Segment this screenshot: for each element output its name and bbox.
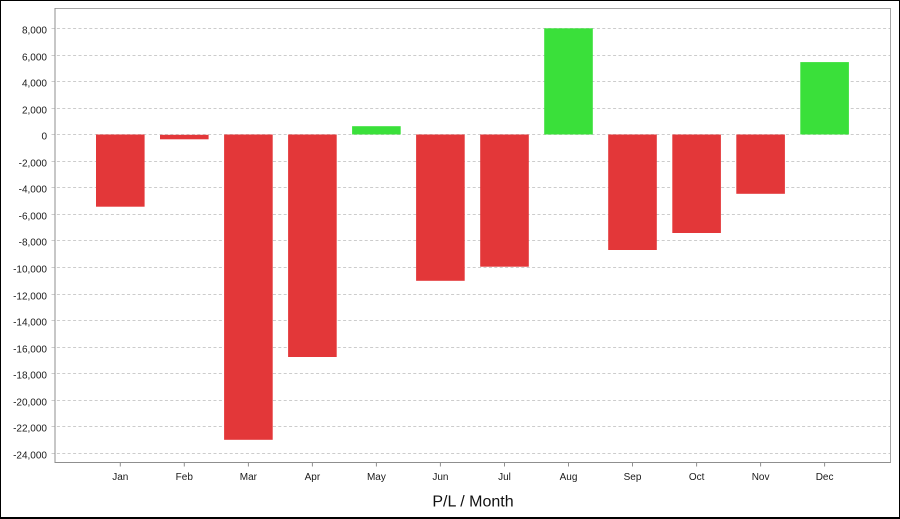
svg-text:Apr: Apr — [305, 472, 321, 483]
svg-text:Jun: Jun — [432, 472, 448, 483]
svg-text:-6,000: -6,000 — [19, 212, 48, 223]
svg-text:6,000: 6,000 — [22, 53, 47, 64]
svg-text:Nov: Nov — [752, 472, 770, 483]
svg-text:-4,000: -4,000 — [19, 185, 48, 196]
svg-text:-12,000: -12,000 — [13, 292, 47, 303]
svg-text:Sep: Sep — [624, 472, 642, 483]
svg-text:-10,000: -10,000 — [13, 265, 47, 276]
svg-text:P/L / Month: P/L / Month — [432, 494, 513, 511]
svg-text:-22,000: -22,000 — [13, 424, 47, 435]
svg-text:May: May — [367, 472, 386, 483]
svg-text:Feb: Feb — [176, 472, 194, 483]
svg-text:Mar: Mar — [240, 472, 258, 483]
svg-text:8,000: 8,000 — [22, 26, 47, 37]
svg-text:0: 0 — [41, 132, 47, 143]
svg-text:-16,000: -16,000 — [13, 345, 47, 356]
svg-text:-24,000: -24,000 — [13, 451, 47, 462]
svg-text:Oct: Oct — [689, 472, 705, 483]
svg-text:Jan: Jan — [112, 472, 128, 483]
svg-text:-18,000: -18,000 — [13, 371, 47, 382]
svg-text:Aug: Aug — [560, 472, 578, 483]
svg-text:Dec: Dec — [816, 472, 834, 483]
svg-text:-2,000: -2,000 — [19, 159, 48, 170]
svg-text:2,000: 2,000 — [22, 106, 47, 117]
svg-text:-8,000: -8,000 — [19, 238, 48, 249]
svg-text:-14,000: -14,000 — [13, 318, 47, 329]
svg-text:Jul: Jul — [498, 472, 511, 483]
svg-text:4,000: 4,000 — [22, 79, 47, 90]
svg-text:-20,000: -20,000 — [13, 398, 47, 409]
